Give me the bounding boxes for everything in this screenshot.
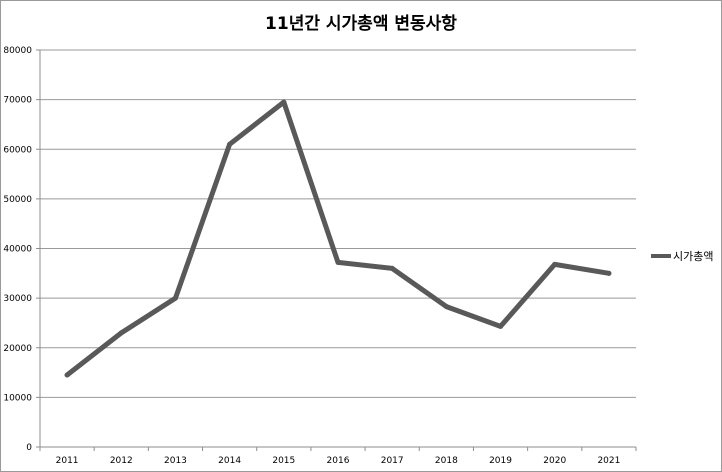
data-point-2019 [498,323,504,329]
data-point-2011 [64,372,70,378]
data-point-2020 [552,261,558,267]
x-tick-label-2018: 2018 [435,456,458,466]
data-point-2012 [118,330,124,336]
y-tick-label: 70000 [3,96,32,106]
chart-title: 11년간 시가총액 변동사항 [265,13,457,34]
data-point-2014 [227,141,233,147]
x-tick-label-2017: 2017 [381,456,404,466]
x-tick-label-2016: 2016 [327,456,350,466]
y-tick-label: 30000 [3,294,32,304]
y-tick-label: 0 [26,443,32,453]
legend: 시가총액 [651,250,713,263]
data-point-2013 [172,295,178,301]
x-tick-label-2019: 2019 [489,456,512,466]
data-point-2021 [606,270,612,276]
y-tick-label: 20000 [3,344,32,354]
y-tick-label: 10000 [3,393,32,403]
x-tick-label-2014: 2014 [218,456,241,466]
data-point-2017 [389,265,395,271]
data-point-2018 [443,304,449,310]
y-tick-label: 80000 [3,46,32,56]
series-layer [64,99,612,378]
data-point-2015 [281,99,287,105]
data-point-2016 [335,259,341,265]
x-tick-label-2013: 2013 [164,456,187,466]
x-tick-label-2015: 2015 [272,456,295,466]
x-tick-label-2012: 2012 [110,456,133,466]
x-tick-label-2011: 2011 [56,456,79,466]
y-tick-label: 50000 [3,195,32,205]
gridlines [40,49,636,398]
axes: 0 10000 20000 30000 40000 50000 60000 70000 8000… [3,46,637,466]
x-tick-label-2021: 2021 [597,456,620,466]
y-tick-label: 40000 [3,245,32,255]
x-tick-label-2020: 2020 [543,456,566,466]
y-tick-label: 60000 [3,145,32,155]
legend-label-sigachongaek: 시가총액 [673,250,713,263]
